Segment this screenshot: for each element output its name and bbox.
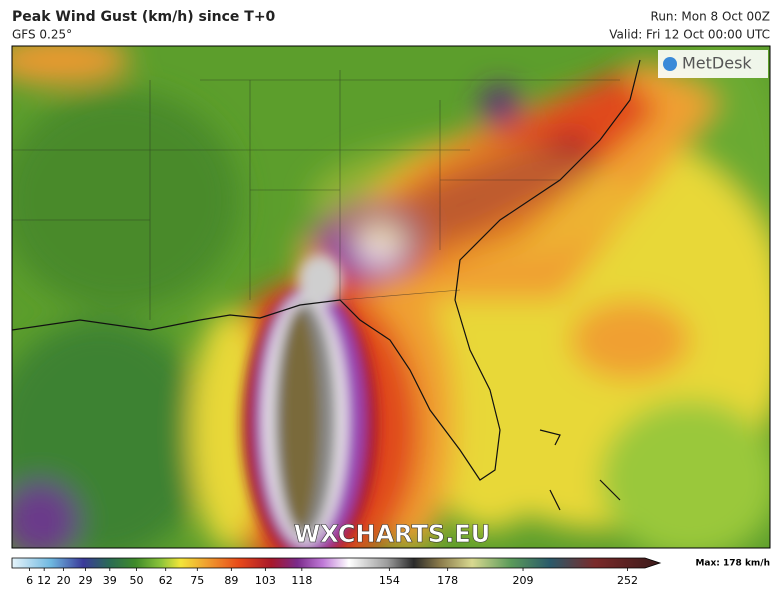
watermark: WXCHARTS.EU bbox=[294, 520, 490, 548]
max-label: Max: 178 km/h bbox=[695, 559, 770, 569]
colorbar-tick-label: 50 bbox=[130, 574, 144, 587]
valid: Valid: Fri 12 Oct 00:00 UTC bbox=[609, 28, 770, 42]
colorbar-tick-label: 6 bbox=[26, 574, 33, 587]
model: GFS 0.25° bbox=[12, 28, 72, 42]
colorbar-tick-label: 29 bbox=[78, 574, 92, 587]
coastlines bbox=[12, 59, 641, 511]
colorbar-tick-label: 75 bbox=[190, 574, 204, 587]
colorbar-scale bbox=[11, 557, 662, 569]
colorbar-tick-label: 178 bbox=[437, 574, 458, 587]
map-frame bbox=[11, 45, 771, 549]
colorbar-tick-label: 209 bbox=[513, 574, 534, 587]
logo: MetDesk bbox=[682, 54, 752, 73]
map: MetDesk WXCHARTS.EU bbox=[12, 46, 770, 548]
colorbar: Max: 178 km/h 6 12 20 29 39 50 62 75 89 103 118 154… bbox=[11, 557, 770, 587]
colorbar-tick-label: 39 bbox=[103, 574, 117, 587]
state-lines bbox=[12, 70, 620, 320]
title: Peak Wind Gust (km/h) since T+0 bbox=[12, 9, 276, 25]
colorbar-tick-label: 12 bbox=[37, 574, 51, 587]
colorbar-tick-label: 103 bbox=[255, 574, 276, 587]
colorbar-tick-label: 89 bbox=[224, 574, 238, 587]
colorbar-tick-label: 20 bbox=[57, 574, 71, 587]
colorbar-tick-label: 154 bbox=[379, 574, 400, 587]
colorbar-tick-label: 62 bbox=[159, 574, 173, 587]
colorbar-tick-label: 118 bbox=[291, 574, 312, 587]
colorbar-tick-label: 252 bbox=[617, 574, 638, 587]
run: Run: Mon 8 Oct 00Z bbox=[651, 10, 770, 24]
